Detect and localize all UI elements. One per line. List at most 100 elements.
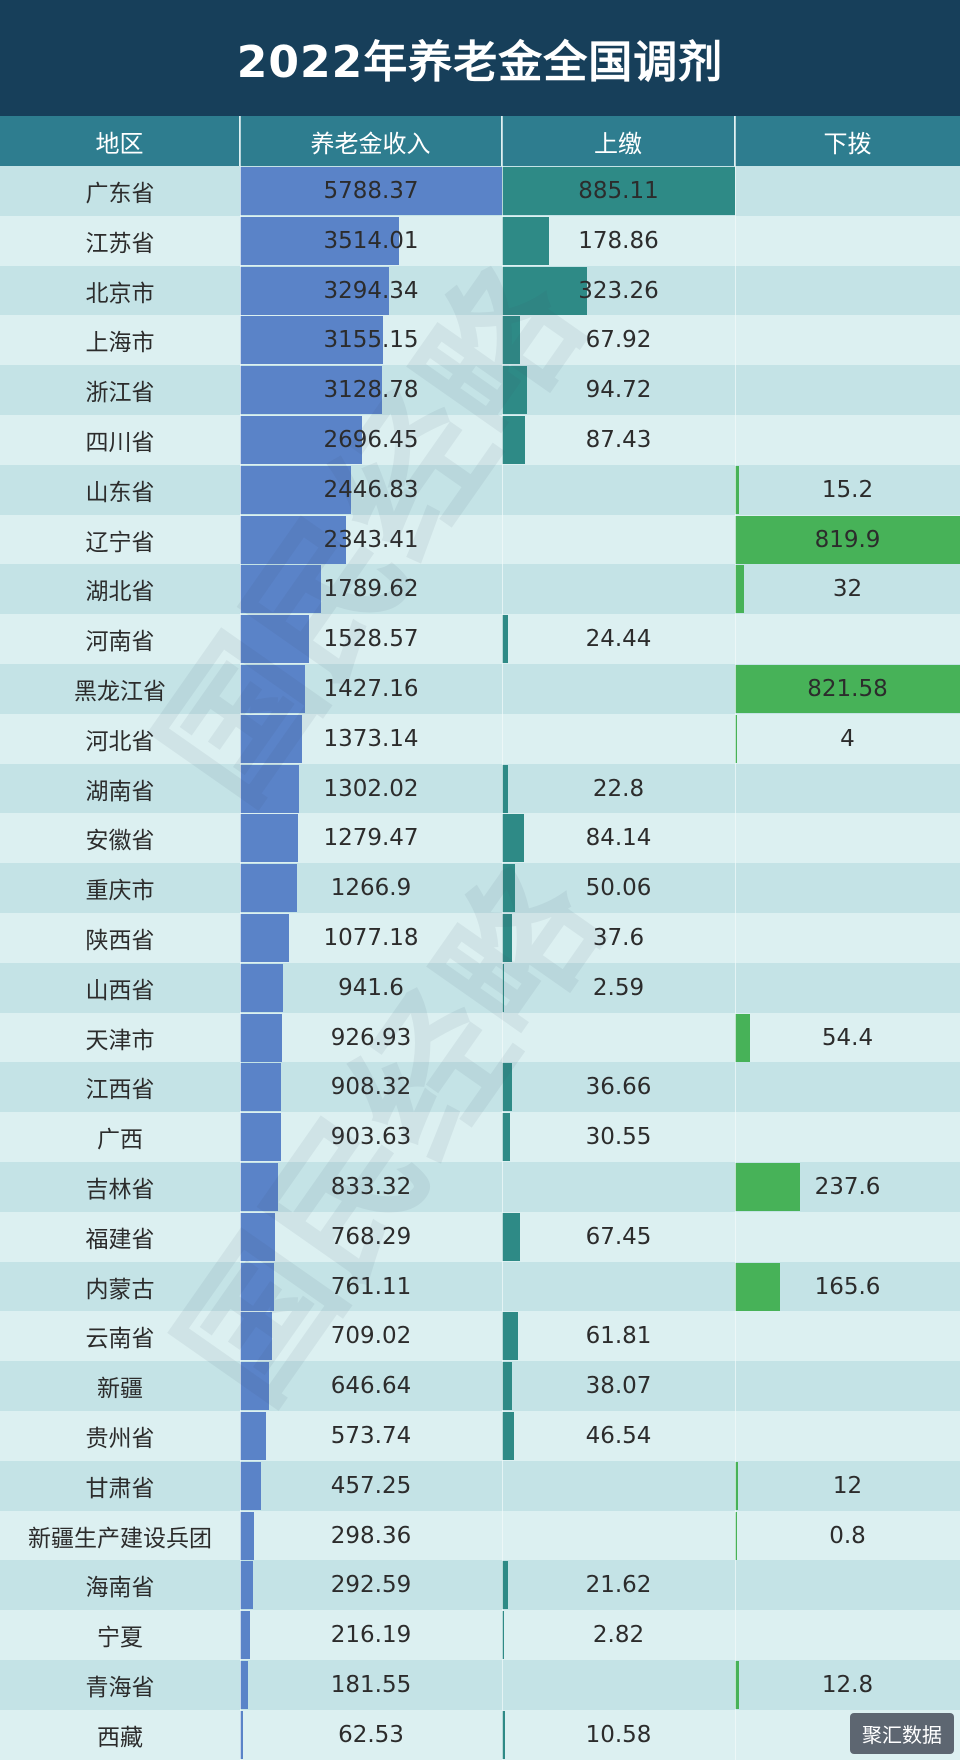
income-bar xyxy=(240,266,390,315)
region-value: 吉林省 xyxy=(85,1177,155,1203)
income-value: 292.59 xyxy=(330,1572,412,1599)
cell-down: 0.8 xyxy=(735,1511,960,1561)
cell-up: 87.43 xyxy=(502,415,735,465)
down-bar xyxy=(735,1461,739,1510)
cell-income: 1528.57 xyxy=(240,614,502,664)
income-bar xyxy=(240,615,310,664)
cell-up: 178.86 xyxy=(502,216,735,266)
table-row: 黑龙江省 1427.16 821.58 xyxy=(0,664,960,714)
table-row: 内蒙古 761.11 165.6 xyxy=(0,1261,960,1312)
income-value: 5788.37 xyxy=(323,178,419,204)
cell-down xyxy=(735,166,960,216)
region-value: 广西 xyxy=(97,1127,143,1154)
income-bar xyxy=(240,864,298,913)
table-row: 安徽省 1279.47 84.14 xyxy=(0,813,960,864)
up-value: 38.07 xyxy=(585,1373,652,1400)
region-value: 广东省 xyxy=(85,181,155,207)
cell-up xyxy=(502,564,735,614)
cell-up: 46.54 xyxy=(502,1411,735,1461)
cell-region: 新疆 xyxy=(0,1361,240,1411)
up-value: 30.55 xyxy=(585,1124,652,1151)
table-row: 新疆 646.64 38.07 xyxy=(0,1361,960,1412)
cell-region: 黑龙江省 xyxy=(0,664,240,714)
up-value: 885.11 xyxy=(578,178,659,204)
cell-down xyxy=(735,216,960,266)
table-row: 青海省 181.55 12.8 xyxy=(0,1660,960,1710)
up-bar xyxy=(502,1312,519,1361)
cell-income: 2446.83 xyxy=(240,465,502,515)
cell-up: 37.6 xyxy=(502,913,735,963)
cell-income: 1302.02 xyxy=(240,764,502,814)
down-bar xyxy=(735,665,960,713)
cell-income: 941.6 xyxy=(240,963,502,1013)
income-value: 2446.83 xyxy=(323,476,419,503)
up-bar xyxy=(502,266,588,315)
cell-region: 陕西省 xyxy=(0,913,240,963)
income-value: 833.32 xyxy=(330,1174,412,1200)
down-value: 237.6 xyxy=(814,1174,881,1200)
cell-income: 3128.78 xyxy=(240,365,502,415)
table-row: 山西省 941.6 2.59 xyxy=(0,962,960,1013)
cell-income: 457.25 xyxy=(240,1461,502,1511)
cell-up xyxy=(502,1262,735,1312)
cell-down xyxy=(735,1212,960,1262)
cell-down: 4 xyxy=(735,714,960,764)
table-row: 甘肃省 457.25 12 xyxy=(0,1460,960,1511)
down-bar xyxy=(735,1511,737,1560)
region-value: 福建省 xyxy=(85,1226,155,1253)
down-bar xyxy=(735,515,960,564)
table-header: 地区 养老金收入 上缴 下拨 xyxy=(0,116,960,166)
cell-down xyxy=(735,1560,960,1610)
cell-income: 1279.47 xyxy=(240,813,502,863)
cell-income: 926.93 xyxy=(240,1013,502,1063)
cell-income: 761.11 xyxy=(240,1262,502,1312)
income-value: 903.63 xyxy=(330,1124,412,1151)
income-value: 573.74 xyxy=(330,1423,412,1449)
down-value: 54.4 xyxy=(821,1024,874,1051)
cell-up: 67.45 xyxy=(502,1212,735,1262)
region-value: 贵州省 xyxy=(85,1426,155,1452)
cell-region: 上海市 xyxy=(0,315,240,365)
cell-income: 903.63 xyxy=(240,1112,502,1162)
table-row: 海南省 292.59 21.62 xyxy=(0,1560,960,1611)
cell-region: 山西省 xyxy=(0,963,240,1013)
cell-down: 819.9 xyxy=(735,515,960,565)
header-region: 地区 xyxy=(0,116,240,166)
income-value: 1789.62 xyxy=(323,576,419,603)
header-up: 上缴 xyxy=(502,116,735,166)
table-row: 江苏省 3514.01 178.86 xyxy=(0,215,960,266)
cell-income: 292.59 xyxy=(240,1560,502,1610)
cell-income: 1373.14 xyxy=(240,714,502,764)
income-bar xyxy=(240,714,303,763)
cell-region: 西藏 xyxy=(0,1710,240,1760)
cell-down: 15.2 xyxy=(735,465,960,515)
income-bar xyxy=(240,1212,275,1261)
up-value: 87.43 xyxy=(585,427,652,453)
down-bar xyxy=(735,1661,739,1709)
region-value: 河南省 xyxy=(85,629,155,656)
table-row: 云南省 709.02 61.81 xyxy=(0,1311,960,1362)
cell-up: 38.07 xyxy=(502,1361,735,1411)
income-value: 181.55 xyxy=(330,1672,412,1698)
region-value: 上海市 xyxy=(85,330,155,357)
region-value: 江苏省 xyxy=(85,230,155,257)
table-row: 福建省 768.29 67.45 xyxy=(0,1211,960,1262)
cell-down xyxy=(735,365,960,415)
up-value: 67.45 xyxy=(585,1223,652,1250)
cell-region: 内蒙古 xyxy=(0,1262,240,1312)
up-value: 2.82 xyxy=(592,1622,645,1649)
income-value: 2696.45 xyxy=(323,427,419,453)
cell-income: 2343.41 xyxy=(240,515,502,565)
cell-up: 323.26 xyxy=(502,266,735,316)
region-value: 山西省 xyxy=(85,977,155,1004)
region-value: 四川省 xyxy=(85,430,155,456)
income-value: 1279.47 xyxy=(323,825,419,852)
up-bar xyxy=(502,914,512,962)
down-value: 819.9 xyxy=(814,526,881,553)
table-row: 北京市 3294.34 323.26 xyxy=(0,265,960,316)
region-value: 安徽省 xyxy=(85,828,155,855)
up-bar xyxy=(502,864,516,913)
up-bar xyxy=(502,316,520,365)
cell-up xyxy=(502,1461,735,1511)
cell-up: 24.44 xyxy=(502,614,735,664)
